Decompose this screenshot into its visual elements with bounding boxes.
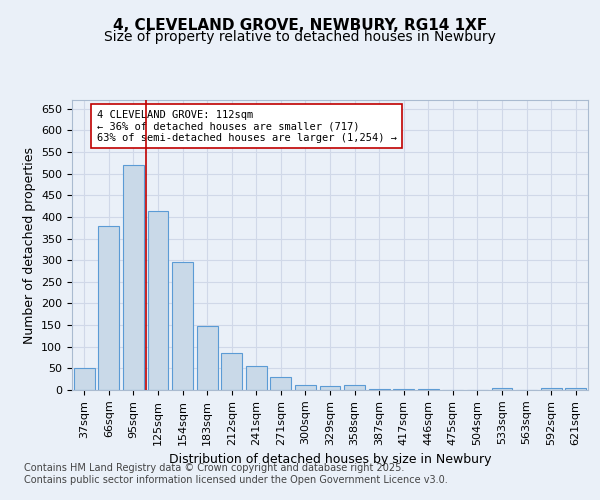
Text: 4, CLEVELAND GROVE, NEWBURY, RG14 1XF: 4, CLEVELAND GROVE, NEWBURY, RG14 1XF	[113, 18, 487, 32]
X-axis label: Distribution of detached houses by size in Newbury: Distribution of detached houses by size …	[169, 453, 491, 466]
Bar	[98, 226, 119, 390]
Bar	[491, 388, 512, 390]
Bar	[271, 377, 292, 390]
Bar	[123, 165, 144, 390]
Bar	[368, 389, 389, 390]
Text: Contains HM Land Registry data © Crown copyright and database right 2025.
Contai: Contains HM Land Registry data © Crown c…	[24, 464, 448, 485]
Bar	[148, 211, 169, 390]
Bar	[221, 353, 242, 390]
Text: 4 CLEVELAND GROVE: 112sqm
← 36% of detached houses are smaller (717)
63% of semi: 4 CLEVELAND GROVE: 112sqm ← 36% of detac…	[97, 110, 397, 142]
Bar	[565, 388, 586, 390]
Text: Size of property relative to detached houses in Newbury: Size of property relative to detached ho…	[104, 30, 496, 44]
Y-axis label: Number of detached properties: Number of detached properties	[23, 146, 35, 344]
Bar	[418, 389, 439, 390]
Bar	[246, 366, 267, 390]
Bar	[74, 368, 95, 390]
Bar	[320, 386, 340, 390]
Bar	[295, 385, 316, 390]
Bar	[541, 388, 562, 390]
Bar	[197, 326, 218, 390]
Bar	[172, 262, 193, 390]
Bar	[393, 389, 414, 390]
Bar	[344, 385, 365, 390]
